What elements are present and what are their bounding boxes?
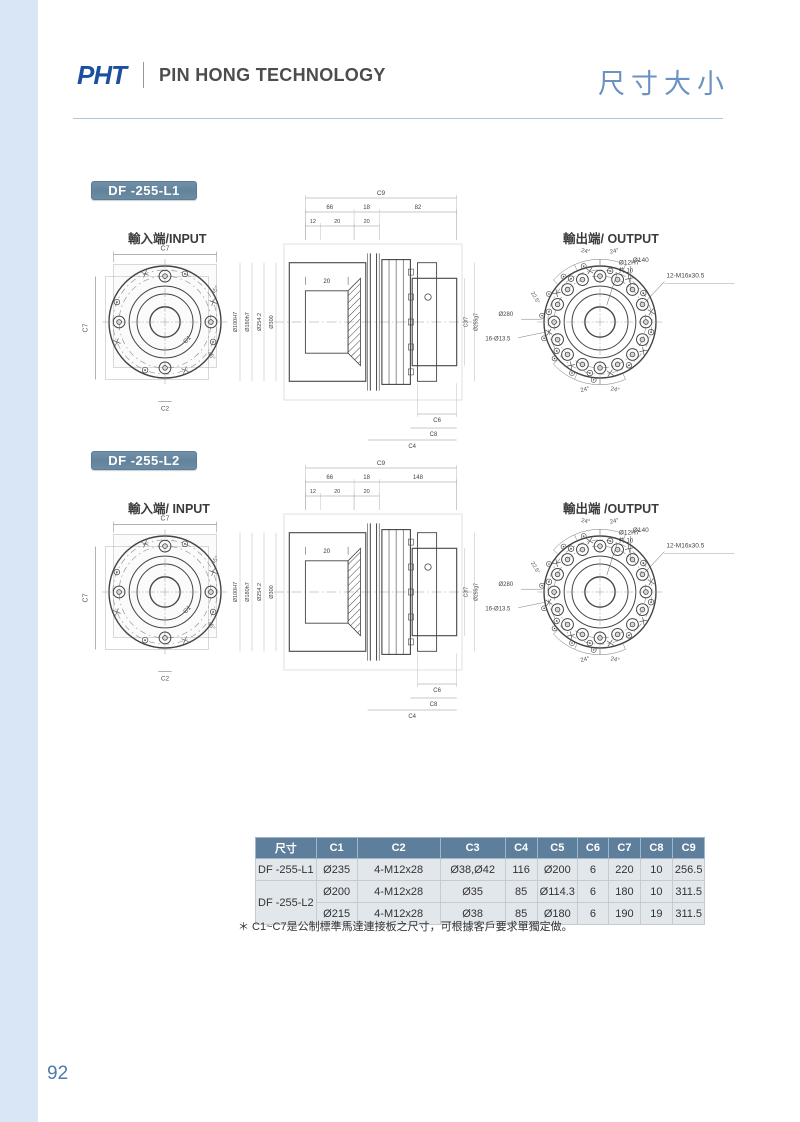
svg-text:C9: C9 — [377, 190, 386, 197]
svg-text:Ø140: Ø140 — [633, 257, 649, 264]
svg-text:16-Ø13.5: 16-Ø13.5 — [485, 337, 511, 343]
svg-text:共 10: 共 10 — [619, 536, 634, 544]
svg-text:82: 82 — [415, 205, 422, 211]
svg-text:24°: 24° — [580, 656, 591, 664]
svg-text:Ø255g7: Ø255g7 — [474, 313, 480, 331]
svg-text:18: 18 — [363, 205, 370, 211]
svg-text:C8: C8 — [430, 432, 438, 438]
svg-text:24°: 24° — [609, 518, 620, 526]
svg-text:18: 18 — [363, 475, 370, 481]
svg-text:20: 20 — [334, 219, 340, 225]
svg-text:20: 20 — [364, 489, 370, 495]
svg-text:66: 66 — [326, 205, 333, 211]
svg-text:Ø140: Ø140 — [633, 527, 649, 534]
svg-text:C7: C7 — [82, 323, 89, 332]
svg-text:Ø180h7: Ø180h7 — [245, 582, 251, 602]
svg-text:C2: C2 — [161, 406, 170, 413]
svg-text:16-Ø13.5: 16-Ø13.5 — [485, 607, 511, 613]
svg-text:20: 20 — [323, 549, 330, 555]
svg-text:Ø254.2: Ø254.2 — [257, 583, 263, 601]
svg-text:C9: C9 — [377, 460, 386, 467]
svg-text:24°: 24° — [580, 386, 591, 394]
svg-text:C7: C7 — [82, 593, 89, 602]
svg-text:Ø254.2: Ø254.2 — [257, 313, 263, 331]
svg-text:共 10: 共 10 — [619, 266, 634, 274]
svg-text:C7: C7 — [161, 515, 170, 522]
svg-text:12-M16x30.5: 12-M16x30.5 — [666, 543, 704, 550]
svg-text:C4: C4 — [408, 714, 416, 720]
svg-text:Ø300: Ø300 — [269, 315, 275, 328]
svg-text:12: 12 — [310, 489, 316, 495]
svg-text:C6: C6 — [433, 418, 441, 424]
svg-text:Ø100H7: Ø100H7 — [233, 582, 239, 603]
svg-text:C3f7: C3f7 — [464, 587, 470, 598]
svg-text:24°: 24° — [580, 518, 591, 526]
svg-text:20: 20 — [323, 279, 330, 285]
svg-text:C6: C6 — [433, 688, 441, 694]
svg-text:20: 20 — [334, 489, 340, 495]
svg-text:C4: C4 — [408, 444, 416, 450]
svg-text:Ø300: Ø300 — [269, 585, 275, 598]
svg-text:12: 12 — [310, 219, 316, 225]
svg-text:Ø100H7: Ø100H7 — [233, 312, 239, 333]
svg-text:C3f7: C3f7 — [464, 317, 470, 328]
svg-text:66: 66 — [326, 475, 333, 481]
svg-text:12-M16x30.5: 12-M16x30.5 — [666, 273, 704, 280]
svg-text:Ø280: Ø280 — [499, 582, 514, 588]
svg-text:20: 20 — [364, 219, 370, 225]
svg-text:C7: C7 — [161, 245, 170, 252]
svg-text:24°: 24° — [610, 656, 621, 664]
svg-text:22.5°: 22.5° — [529, 291, 541, 305]
svg-text:Ø280: Ø280 — [499, 312, 514, 318]
svg-text:24°: 24° — [609, 248, 620, 256]
svg-text:22.5°: 22.5° — [529, 561, 541, 575]
svg-text:24°: 24° — [580, 248, 591, 256]
svg-text:24°: 24° — [610, 386, 621, 394]
svg-text:Ø255g7: Ø255g7 — [474, 583, 480, 601]
svg-text:148: 148 — [413, 475, 424, 481]
svg-text:C8: C8 — [430, 702, 438, 708]
svg-text:C2: C2 — [161, 676, 170, 683]
svg-text:Ø180h7: Ø180h7 — [245, 312, 251, 332]
